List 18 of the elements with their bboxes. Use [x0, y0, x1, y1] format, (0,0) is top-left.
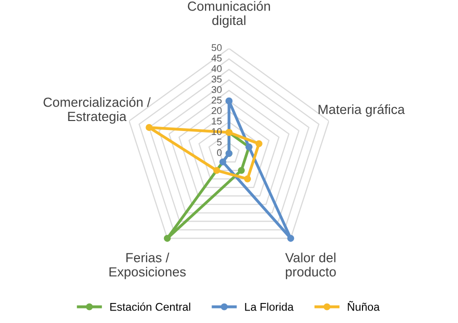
y-tick-label: 40	[211, 65, 222, 72]
legend-label: Ñuñoa	[348, 300, 380, 311]
y-tick-label: 15	[212, 118, 222, 125]
spoke-label: Valor del producto	[285, 252, 336, 280]
spoke-label: Comunicación digital	[188, 1, 270, 28]
y-tick-label: 0	[217, 149, 222, 156]
legend-label: La Florida	[245, 302, 294, 311]
y-tick-label: 35	[212, 76, 222, 83]
y-tick-label: 50	[212, 44, 222, 52]
spoke-label: Ferias / Exposiciones	[110, 252, 186, 280]
y-tick-label: 30	[212, 86, 222, 94]
y-tick-label: 5	[217, 138, 222, 146]
spoke-label: Materia gráfica	[318, 104, 405, 117]
y-tick-label: 45	[211, 54, 222, 62]
y-tick-label: 25	[212, 96, 222, 104]
legend-label: Estación Central	[110, 302, 190, 311]
spoke-label: Comercialización / Estrategia	[44, 97, 151, 124]
y-tick-label: 20	[212, 107, 222, 114]
